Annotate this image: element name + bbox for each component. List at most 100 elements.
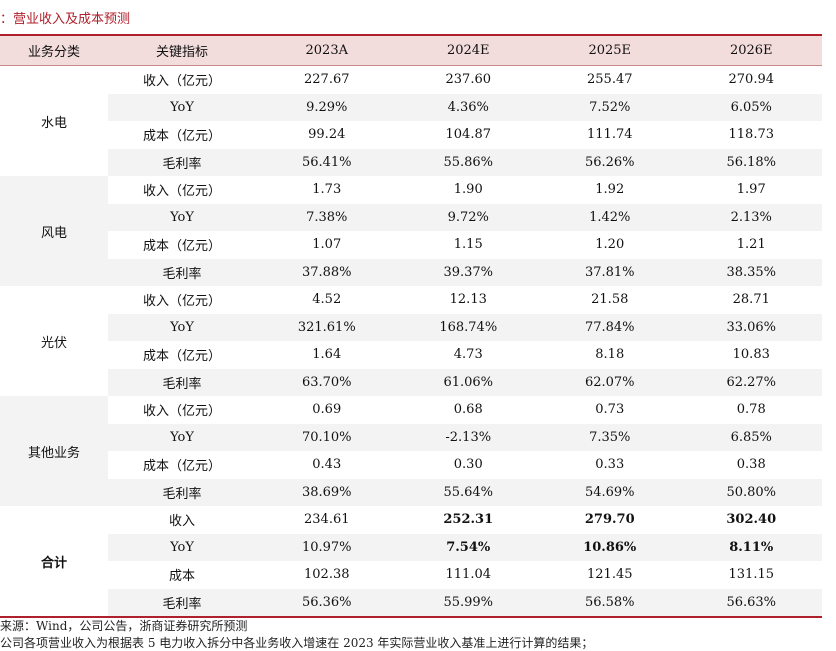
table-row: 收入（亿元） 227.67 237.60 255.47 270.94 xyxy=(108,66,822,94)
value-2025e: 37.81% xyxy=(584,264,635,280)
value-2023a: 9.29% xyxy=(306,99,348,115)
value-2024e: 12.13 xyxy=(449,292,487,308)
header-2024e: 2024E xyxy=(446,43,490,58)
value-2026e: 56.18% xyxy=(726,154,777,170)
value-2023a: 63.70% xyxy=(301,374,352,390)
metric-label: 收入（亿元） xyxy=(142,404,221,420)
value-2024e: 1.90 xyxy=(453,182,483,198)
table-row: 毛利率 37.88% 39.37% 37.81% 38.35% xyxy=(108,258,822,286)
metric-label: 收入（亿元） xyxy=(142,74,221,90)
group-name: 合计 xyxy=(40,555,67,571)
group-name: 水电 xyxy=(40,115,67,131)
value-2024e: 55.99% xyxy=(443,594,494,610)
value-2024e: -2.13% xyxy=(445,429,492,445)
group-name: 光伏 xyxy=(40,335,67,351)
table-row: 成本（亿元） 99.24 104.87 111.74 118.73 xyxy=(108,121,822,149)
value-2026e: 28.71 xyxy=(732,292,770,308)
value-2026e: 8.11% xyxy=(729,539,774,555)
value-2023a: 1.73 xyxy=(312,182,342,198)
value-2023a: 70.10% xyxy=(301,429,352,445)
value-2026e: 1.21 xyxy=(736,237,766,253)
value-2023a: 227.67 xyxy=(304,72,350,88)
header-category: 业务分类 xyxy=(27,45,80,60)
table-row: 成本 102.38 111.04 121.45 131.15 xyxy=(108,561,822,589)
value-2023a: 10.97% xyxy=(301,539,352,555)
metric-label: YoY xyxy=(170,319,194,335)
table-row: 成本（亿元） 0.43 0.30 0.33 0.38 xyxy=(108,451,822,479)
value-2025e: 21.58 xyxy=(591,292,629,308)
value-2025e: 121.45 xyxy=(587,567,633,583)
value-2026e: 270.94 xyxy=(728,72,775,88)
group-name: 风电 xyxy=(0,176,108,286)
table-row: 成本（亿元） 1.07 1.15 1.20 1.21 xyxy=(108,231,822,259)
value-2024e: 61.06% xyxy=(443,374,494,390)
value-2024e: 4.36% xyxy=(447,99,489,115)
table-row: YoY 9.29% 4.36% 7.52% 6.05% xyxy=(108,93,822,121)
metric-label: 毛利率 xyxy=(162,486,202,502)
group-name: 其他业务 xyxy=(0,396,108,506)
value-2026e: 6.85% xyxy=(730,429,772,445)
header-2025e: 2025E xyxy=(588,43,632,58)
value-2023a: 1.07 xyxy=(312,237,342,253)
value-2024e: 4.73 xyxy=(453,347,483,363)
value-2025e: 77.84% xyxy=(584,319,635,335)
value-2023a: 0.69 xyxy=(312,402,342,418)
value-2024e: 9.72% xyxy=(447,209,489,225)
value-2023a: 99.24 xyxy=(308,127,346,143)
table-row: YoY 321.61% 168.74% 77.84% 33.06% xyxy=(108,313,822,341)
value-2025e: 255.47 xyxy=(587,72,633,88)
value-2026e: 118.73 xyxy=(728,127,775,143)
value-2025e: 279.70 xyxy=(584,512,635,528)
value-2023a: 56.41% xyxy=(301,154,352,170)
table-row: 毛利率 63.70% 61.06% 62.07% 62.27% xyxy=(108,368,822,396)
value-2025e: 1.92 xyxy=(595,182,625,198)
value-2023a: 56.36% xyxy=(301,594,352,610)
value-2026e: 1.97 xyxy=(736,182,766,198)
value-2024e: 0.68 xyxy=(453,402,483,418)
value-2023a: 4.52 xyxy=(312,292,342,308)
value-2026e: 33.06% xyxy=(726,319,777,335)
value-2026e: 131.15 xyxy=(728,567,775,583)
source-note: 来源：Wind，公司公告，浙商证券研究所预测 xyxy=(0,619,248,633)
metric-label: 毛利率 xyxy=(162,376,202,392)
group-solar-pv: 光伏 收入（亿元） 4.52 12.13 21.58 28.71 YoY 321… xyxy=(0,286,822,396)
metric-label: 成本（亿元） xyxy=(142,459,221,475)
value-2023a: 102.38 xyxy=(304,567,350,583)
value-2024e: 55.64% xyxy=(443,484,494,500)
metric-label: 毛利率 xyxy=(162,596,202,612)
value-2025e: 0.73 xyxy=(595,402,625,418)
value-2025e: 62.07% xyxy=(584,374,635,390)
group-other-business: 其他业务 收入（亿元） 0.69 0.68 0.73 0.78 YoY 70.1… xyxy=(0,396,822,506)
value-2023a: 1.64 xyxy=(312,347,342,363)
value-2024e: 252.31 xyxy=(443,512,494,528)
group-total: 合计 收入 234.61 252.31 279.70 302.40 YoY 10… xyxy=(0,506,822,616)
metric-label: 毛利率 xyxy=(162,156,202,172)
value-2026e: 56.63% xyxy=(726,594,777,610)
value-2025e: 111.74 xyxy=(587,127,633,143)
value-2023a: 37.88% xyxy=(301,264,352,280)
metric-label: YoY xyxy=(170,209,194,225)
table-caption: ：营业收入及成本预测 xyxy=(0,12,131,27)
value-2025e: 1.42% xyxy=(589,209,631,225)
value-2026e: 302.40 xyxy=(726,512,777,528)
value-2025e: 56.26% xyxy=(584,154,635,170)
value-2025e: 10.86% xyxy=(583,539,637,555)
metric-label: YoY xyxy=(170,429,194,445)
table-row: YoY 70.10% -2.13% 7.35% 6.85% xyxy=(108,423,822,451)
value-2025e: 56.58% xyxy=(584,594,635,610)
metric-label: 收入（亿元） xyxy=(142,294,221,310)
metric-label: 收入 xyxy=(168,514,195,530)
metric-label: YoY xyxy=(170,539,194,555)
value-2026e: 10.83 xyxy=(732,347,770,363)
table-bottom-rule xyxy=(0,616,822,618)
value-2024e: 168.74% xyxy=(439,319,498,335)
table-row: 毛利率 56.41% 55.86% 56.26% 56.18% xyxy=(108,148,822,176)
value-2026e: 0.38 xyxy=(736,457,766,473)
value-2024e: 1.15 xyxy=(453,237,483,253)
table-row: 收入（亿元） 4.52 12.13 21.58 28.71 xyxy=(108,286,822,314)
metric-label: 成本（亿元） xyxy=(142,129,221,145)
value-2026e: 6.05% xyxy=(730,99,772,115)
metric-label: 收入（亿元） xyxy=(142,184,221,200)
table-row: YoY 10.97% 7.54% 10.86% 8.11% xyxy=(108,533,822,561)
value-2023a: 7.38% xyxy=(306,209,348,225)
